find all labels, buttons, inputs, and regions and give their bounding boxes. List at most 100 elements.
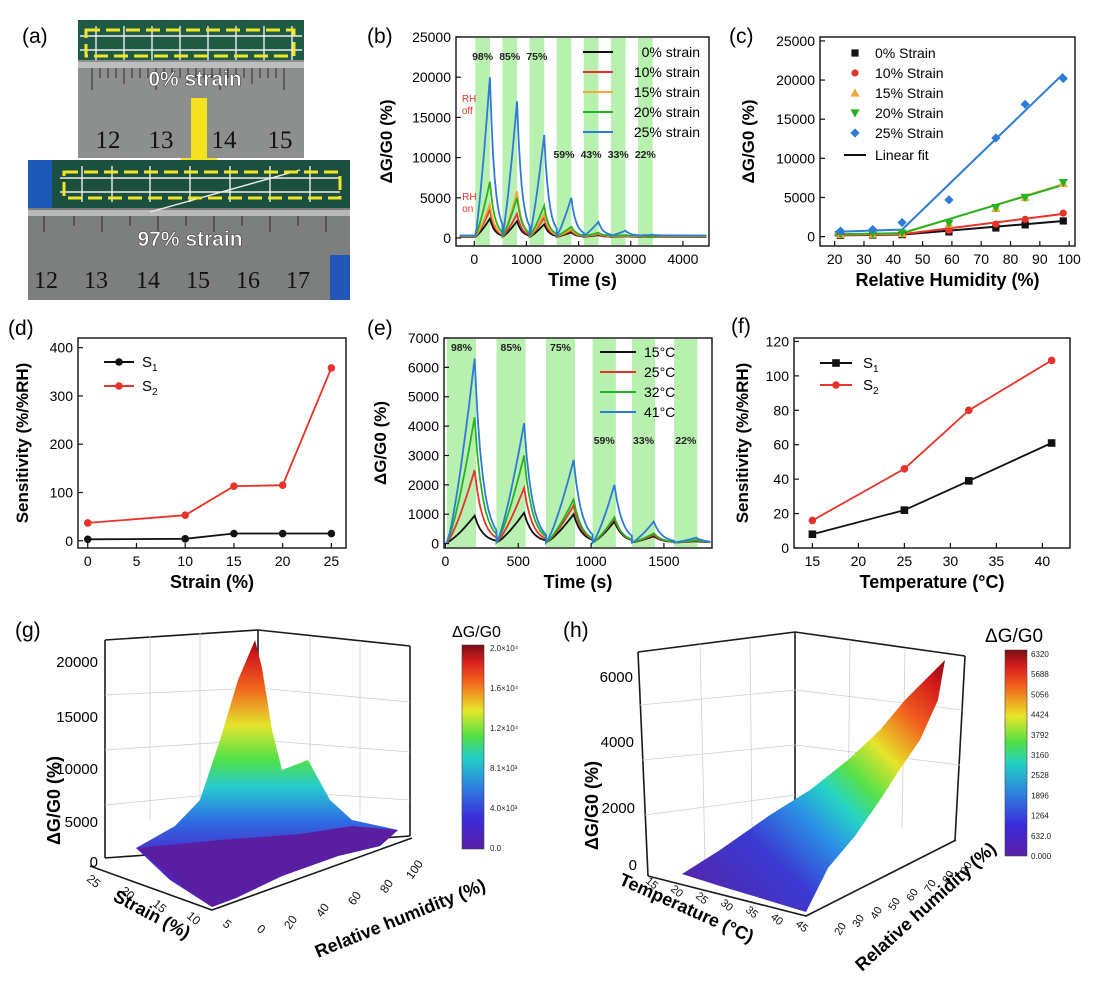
chart-c: 20 30 40 50 60 70 80 90 100 0 5000 10000 15000 20000 2… xyxy=(739,33,1081,290)
plot-frame xyxy=(455,36,710,247)
ruler-num: 14 xyxy=(212,127,238,154)
annotation: off xyxy=(462,106,473,117)
x-tick-label: 15 xyxy=(805,553,821,569)
x-tick-label: 3000 xyxy=(615,251,646,267)
colorbar-tick: 0.0 xyxy=(490,844,502,853)
y-axis-label: ΔG/G0 (%) xyxy=(377,99,396,183)
colorbar-tick: 0.000 xyxy=(1031,852,1052,861)
humidity-band xyxy=(638,38,653,245)
z-axis-label: ΔG/G0 (%) xyxy=(582,761,602,850)
x-tick-label: 20 xyxy=(827,251,843,267)
x-tick-label: 50 xyxy=(915,251,931,267)
data-point xyxy=(900,465,909,473)
series-line xyxy=(459,77,707,239)
series-line xyxy=(459,181,707,239)
x-tick-label: 10 xyxy=(177,553,193,569)
x-tick-label: 25 xyxy=(324,553,340,569)
data-point xyxy=(808,530,817,539)
y-tick-label: 120 xyxy=(766,333,790,349)
x-tick-label: 20 xyxy=(275,553,291,569)
rh-tick: 30 xyxy=(850,913,867,930)
photo-stretched: 97% strain 12 13 14 15 16 17 xyxy=(28,160,350,300)
legend-entry: 10% Strain xyxy=(875,65,943,81)
x-tick-label: 80 xyxy=(1003,251,1019,267)
ruler-num: 14 xyxy=(136,268,160,294)
colorbar-tick: 1.2×10⁴ xyxy=(490,724,519,733)
y-tick-label: 0 xyxy=(431,536,439,552)
panel-label-b: (b) xyxy=(367,25,393,48)
panel-label-c: (c) xyxy=(729,25,754,48)
data-point xyxy=(835,226,846,236)
colorbar-tick: 632.0 xyxy=(1031,832,1052,841)
legend-entry: 20% strain xyxy=(634,104,700,120)
humidity-band xyxy=(446,339,477,547)
data-point xyxy=(1047,439,1056,447)
data-point xyxy=(1021,221,1029,229)
x-tick-label: 35 xyxy=(989,553,1005,569)
legend-entry: 0% Strain xyxy=(875,45,936,61)
data-point xyxy=(278,529,287,538)
data-point xyxy=(832,381,840,389)
data-point xyxy=(965,406,973,415)
x-axis-label: Temperature (°C) xyxy=(860,572,1005,592)
y-tick-label: 100 xyxy=(766,368,790,384)
legend-entry: 32°C xyxy=(644,384,675,400)
colorbar-tick: 3160 xyxy=(1031,751,1049,760)
legend-entry: 15% Strain xyxy=(875,85,943,101)
data-point xyxy=(992,220,1000,228)
data-point xyxy=(851,49,859,57)
y-tick-label: 0 xyxy=(65,533,73,549)
y-tick-label: 0 xyxy=(781,540,789,556)
y-tick-label: 0 xyxy=(807,229,815,245)
y-tick-label: 3000 xyxy=(408,447,439,463)
data-point xyxy=(850,109,860,118)
annotation: on xyxy=(462,204,473,215)
legend-entry: Linear fit xyxy=(875,147,929,163)
data-point xyxy=(278,481,287,490)
y-axis-label: ΔG/G0 (%) xyxy=(739,99,758,183)
data-point xyxy=(1020,193,1030,203)
data-point xyxy=(868,224,878,235)
y-tick-label: 10000 xyxy=(776,150,815,166)
colorbar-tick: 4424 xyxy=(1031,711,1049,720)
strain-label-0: 0% strain xyxy=(148,68,241,91)
band-label: 85% xyxy=(499,51,521,63)
legend-entry-sub: 2 xyxy=(152,387,158,398)
legend-entry: 15% strain xyxy=(634,84,700,100)
z-tick: 6000 xyxy=(600,669,633,686)
z-tick: 20000 xyxy=(56,654,98,671)
y-tick-label: 7000 xyxy=(408,330,439,346)
rh-tick: 20 xyxy=(832,921,849,938)
legend-entry-sub: 1 xyxy=(873,364,879,375)
rh-tick: 60 xyxy=(904,887,921,904)
legend-entry: 10% strain xyxy=(634,64,700,80)
x-tick-label: 2000 xyxy=(563,251,594,267)
band-label: 59% xyxy=(553,149,575,161)
colorbar-tick: 4.0×10³ xyxy=(490,804,518,813)
data-point xyxy=(230,482,238,491)
chart-h: 6000 4000 2000 0 ΔG/G0 (%) 15 20 25 30 3… xyxy=(582,626,1052,975)
band-label: 43% xyxy=(581,149,603,161)
data-point xyxy=(83,535,92,544)
ruler-num: 12 xyxy=(96,127,121,154)
y-tick-label: 5000 xyxy=(408,389,439,405)
band-label: 59% xyxy=(594,435,616,447)
y-tick-label: 60 xyxy=(773,437,789,453)
x-tick-label: 1000 xyxy=(576,553,607,569)
legend-entry: S xyxy=(142,354,152,371)
y-tick-label: 25000 xyxy=(776,33,815,49)
y-tick-label: 300 xyxy=(50,388,74,404)
data-point xyxy=(327,529,336,538)
data-point xyxy=(944,195,954,205)
legend-entry: 0% strain xyxy=(642,44,700,60)
panel-a: (a) xyxy=(22,20,350,300)
data-point xyxy=(900,506,909,514)
colorbar-tick: 5688 xyxy=(1031,670,1049,679)
data-point xyxy=(115,382,123,390)
x-axis-label: Time (s) xyxy=(548,270,617,290)
x-tick-label: 100 xyxy=(1057,251,1081,267)
band-label: 22% xyxy=(635,149,657,161)
plot-frame xyxy=(819,36,1076,247)
sample-grid xyxy=(80,26,302,60)
chart-e: 98% 85% 75% 59% 33% 22% 0 500 1000 1500 0 1000 2000 3… xyxy=(371,330,713,592)
